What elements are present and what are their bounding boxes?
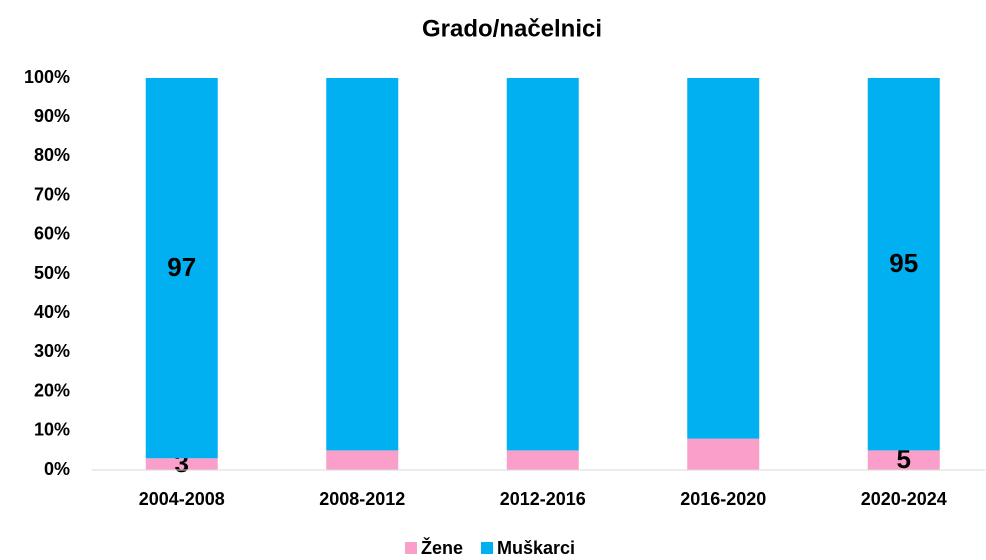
x-tick-label: 2016-2020	[680, 489, 766, 509]
y-tick-label: 100%	[24, 67, 70, 87]
y-tick-label: 10%	[34, 420, 70, 440]
x-tick-label: 2012-2016	[500, 489, 586, 509]
y-tick-label: 40%	[34, 302, 70, 322]
bar-segment	[145, 458, 218, 470]
chart-title: Grado/načelnici	[422, 15, 602, 42]
x-tick-label: 2008-2012	[319, 489, 405, 509]
bar-segment	[506, 78, 579, 451]
y-tick-label: 20%	[34, 380, 70, 400]
y-tick-label: 90%	[34, 106, 70, 126]
bar-segment	[867, 78, 940, 451]
x-tick-label: 2004-2008	[139, 489, 225, 509]
bar-segment	[145, 78, 218, 459]
bar-segment	[687, 438, 760, 470]
legend-swatch	[481, 542, 494, 554]
bar-segment	[687, 78, 760, 439]
data-label: 5	[897, 444, 911, 474]
bar-segment	[506, 450, 579, 470]
y-tick-label: 50%	[34, 263, 70, 283]
bar-segment	[867, 450, 940, 470]
x-tick-label: 2020-2024	[861, 489, 947, 509]
bar-segment	[326, 78, 399, 451]
y-tick-label: 60%	[34, 224, 70, 244]
y-tick-label: 70%	[34, 184, 70, 204]
y-tick-label: 30%	[34, 341, 70, 361]
y-tick-label: 80%	[34, 145, 70, 165]
legend-label: Muškarci	[497, 538, 575, 558]
legend-label: Žene	[421, 537, 463, 558]
data-label: 95	[889, 248, 918, 278]
y-tick-label: 0%	[44, 459, 70, 479]
legend-swatch	[405, 542, 417, 554]
bar-segment	[326, 450, 399, 470]
data-label: 97	[167, 252, 196, 282]
